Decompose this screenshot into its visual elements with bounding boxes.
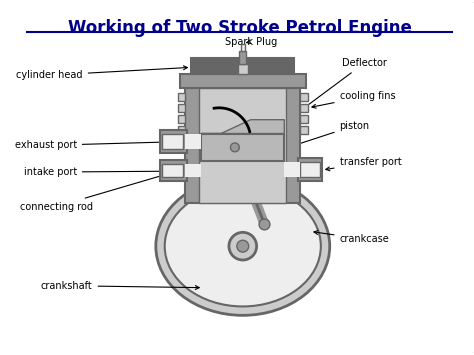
Ellipse shape	[164, 186, 321, 306]
Bar	[199, 88, 286, 203]
Bar	[180, 74, 306, 88]
Text: Spark Plug: Spark Plug	[225, 37, 277, 47]
FancyArrowPatch shape	[236, 150, 264, 222]
Text: intake port: intake port	[24, 167, 183, 177]
Bar	[300, 93, 308, 101]
Bar	[160, 160, 187, 181]
FancyBboxPatch shape	[4, 0, 474, 355]
Bar	[284, 162, 300, 177]
Bar	[201, 133, 284, 161]
Bar	[191, 59, 294, 74]
Text: Deflector: Deflector	[292, 58, 386, 117]
Bar	[162, 164, 183, 177]
Bar	[185, 88, 300, 203]
Text: cooling fins: cooling fins	[312, 91, 395, 108]
Bar	[300, 115, 308, 123]
Bar	[178, 126, 185, 133]
Text: crankcase: crankcase	[314, 230, 389, 244]
Bar	[160, 130, 187, 153]
Bar	[298, 158, 322, 181]
Ellipse shape	[156, 177, 330, 315]
Polygon shape	[201, 120, 284, 133]
Bar	[178, 104, 185, 112]
Text: transfer port: transfer port	[326, 157, 401, 171]
Text: exhaust port: exhaust port	[15, 140, 183, 151]
Bar	[300, 104, 308, 112]
Bar	[239, 50, 246, 64]
Bar	[178, 115, 185, 123]
Bar	[162, 133, 183, 149]
Text: connecting rod: connecting rod	[19, 155, 227, 212]
Bar	[185, 133, 201, 149]
Bar	[300, 126, 308, 133]
Circle shape	[229, 232, 256, 260]
Text: piston: piston	[292, 121, 370, 147]
Bar	[241, 44, 245, 50]
Text: Working of Two Stroke Petrol Engine: Working of Two Stroke Petrol Engine	[68, 19, 412, 37]
Circle shape	[237, 240, 249, 252]
Circle shape	[230, 143, 239, 152]
Bar	[178, 93, 185, 101]
Text: crankshaft: crankshaft	[41, 281, 199, 291]
Text: cylinder head: cylinder head	[16, 66, 187, 80]
Bar	[238, 64, 248, 74]
Circle shape	[259, 219, 270, 230]
Bar	[185, 164, 201, 177]
FancyArrowPatch shape	[236, 150, 264, 222]
Bar	[300, 162, 320, 177]
